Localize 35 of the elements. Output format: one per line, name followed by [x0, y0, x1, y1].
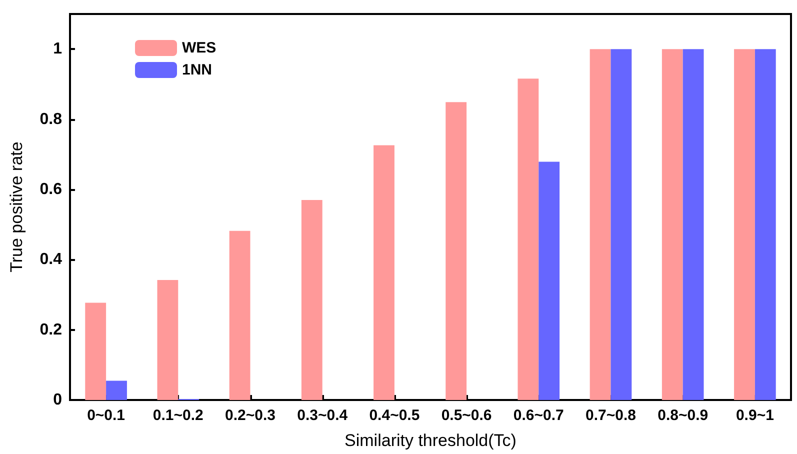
x-tick-label: 0.1~0.2 [152, 407, 204, 424]
bar [157, 280, 178, 400]
x-tick-label: 0.3~0.4 [297, 407, 348, 424]
x-tick-label: 0.9~1 [736, 407, 774, 424]
legend-label: 1NN [182, 62, 212, 78]
bar [374, 145, 394, 400]
bar [590, 49, 611, 400]
bar [662, 49, 683, 400]
legend-label: WES [182, 40, 216, 56]
y-axis-title: True positive rate [7, 142, 26, 272]
x-tick-label: 0.5~0.6 [441, 407, 492, 424]
y-tick-label: 0.2 [40, 321, 62, 338]
y-tick-label: 1 [53, 40, 62, 58]
x-tick-label: 0.6~0.7 [513, 407, 564, 424]
bar [229, 230, 250, 400]
bar [301, 200, 322, 400]
bar [734, 49, 755, 400]
bar [538, 162, 560, 400]
x-tick-label: 0.8~0.9 [658, 407, 708, 424]
y-tick-label: 0.4 [40, 251, 62, 268]
bar [610, 49, 632, 400]
y-tick-label: 0.6 [40, 180, 62, 198]
x-tick-label: 0.2~0.3 [225, 407, 276, 424]
x-tick-label: 0.4~0.5 [369, 407, 420, 424]
y-tick-label: 0 [53, 392, 62, 408]
bar [106, 380, 127, 400]
bar [682, 49, 704, 400]
x-tick-label: 0.7~0.8 [586, 407, 636, 424]
y-tick-label: 0.8 [40, 110, 62, 128]
bar [754, 49, 776, 400]
bar [518, 78, 539, 400]
x-tick-label: 0~0.1 [87, 407, 126, 424]
bar [446, 102, 467, 400]
x-axis-title: Similarity threshold(Tc) [344, 431, 516, 450]
bar [85, 302, 106, 400]
